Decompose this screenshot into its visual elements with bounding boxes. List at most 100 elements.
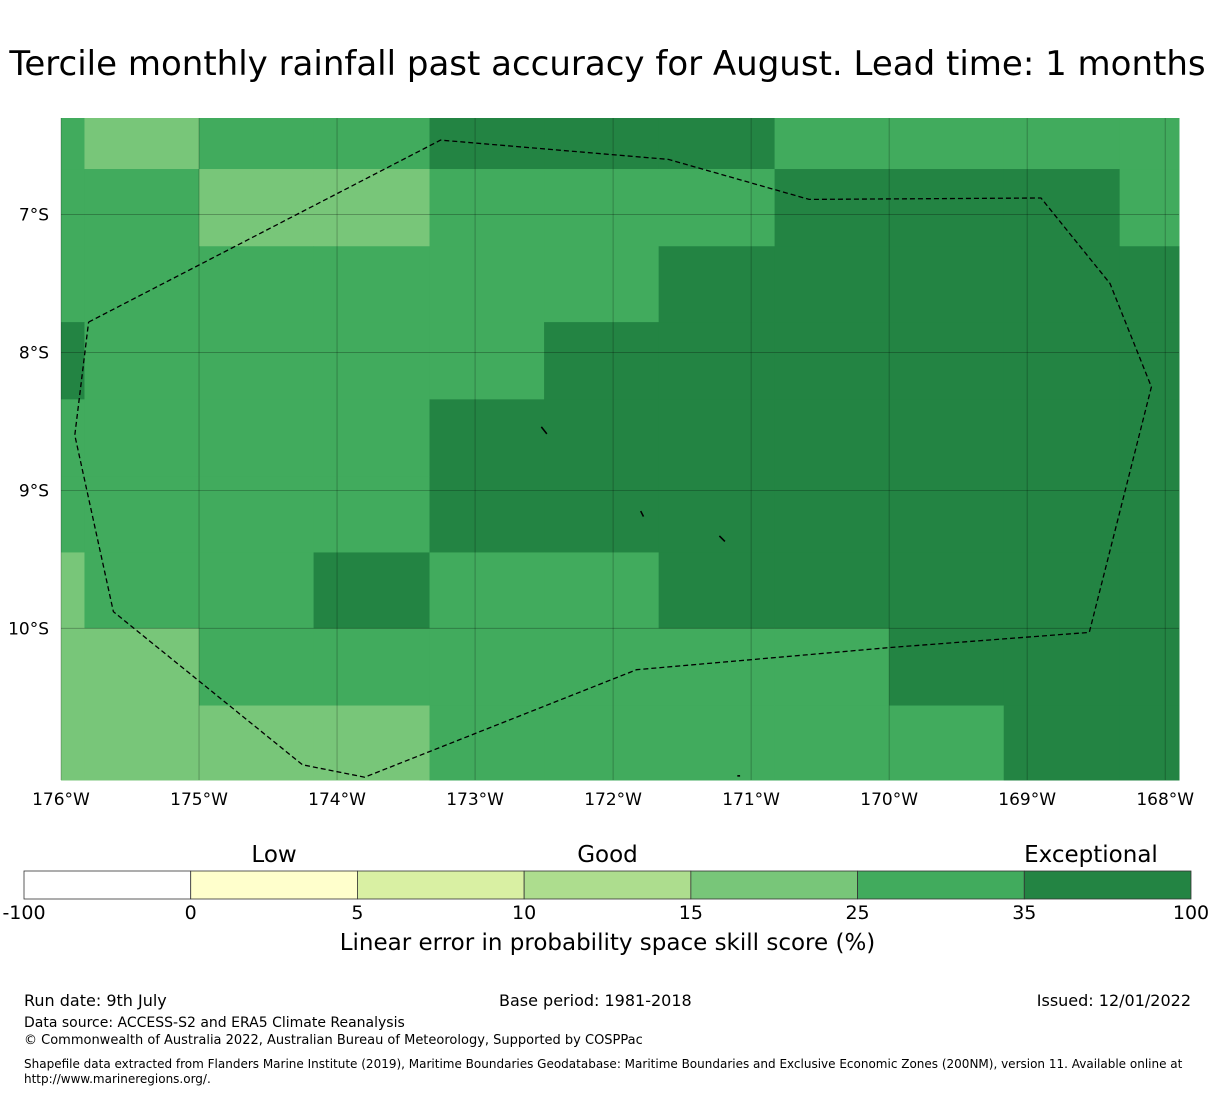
skill-cell (1119, 246, 1180, 323)
x-tick-label: 169°W (998, 790, 1056, 810)
skill-cell (84, 628, 200, 707)
skill-cell (84, 322, 200, 400)
skill-cell (889, 552, 1005, 629)
y-tick-label: 9°S (19, 481, 49, 501)
skill-cell (889, 322, 1005, 400)
skill-cell (313, 476, 431, 553)
skill-cell (889, 628, 1005, 707)
skill-cell (544, 705, 660, 781)
skill-cell (429, 552, 545, 629)
colorbar-category-label: Low (251, 842, 297, 868)
y-tick-label: 10°S (8, 619, 49, 639)
islands (540, 426, 741, 777)
colorbar-bin (357, 870, 525, 900)
map-gridlines (60, 118, 1179, 780)
skill-cell (889, 705, 1005, 781)
skill-cell (199, 476, 315, 553)
skill-cell (429, 322, 545, 400)
skill-cell (313, 399, 431, 478)
skill-cell (774, 322, 890, 400)
skill-cell (313, 705, 431, 781)
x-tick-label: 174°W (308, 790, 366, 810)
y-tick-label: 7°S (19, 206, 49, 226)
skill-cell (429, 476, 545, 553)
colorbar-bin (857, 870, 1025, 900)
skill-cell (1119, 476, 1180, 553)
skill-cell (544, 628, 660, 707)
skill-cell (84, 246, 200, 323)
colorbar-tick-label: -100 (2, 902, 46, 924)
skill-cell (1003, 476, 1121, 553)
skill-cell (61, 118, 85, 170)
skill-cell (774, 169, 890, 247)
skill-cell (1003, 552, 1121, 629)
skill-cell (1119, 169, 1180, 247)
skill-cell (199, 552, 315, 629)
skill-cell (1003, 169, 1121, 247)
skill-cell (1119, 552, 1180, 629)
x-axis-ticks: 176°W 175°W 174°W 173°W 172°W 171°W 170°W 169°W… (32, 790, 1194, 810)
data-source: Data source: ACCESS-S2 and ERA5 Climate … (24, 1015, 405, 1031)
skill-cell (774, 399, 890, 478)
skill-cell (61, 322, 85, 400)
skill-cell (889, 246, 1005, 323)
skill-cell (1003, 628, 1121, 707)
skill-cell (658, 246, 776, 323)
colorbar-label: Linear error in probability space skill … (339, 930, 876, 956)
colorbar-bin (1023, 870, 1192, 900)
skill-cell (61, 628, 85, 707)
skill-cell (544, 246, 660, 323)
skill-cell (313, 118, 431, 170)
island-coastline (639, 510, 645, 517)
skill-cell (544, 552, 660, 629)
skill-cell (658, 118, 776, 170)
skill-cell (544, 399, 660, 478)
skill-cell (544, 118, 660, 170)
skill-cell (1119, 628, 1180, 707)
y-axis-ticks: 7°S 8°S 9°S 10°S (8, 206, 49, 640)
skill-cell (774, 246, 890, 323)
skill-cell (1003, 399, 1121, 478)
x-tick-label: 171°W (722, 790, 780, 810)
skill-cell (313, 322, 431, 400)
skill-cell (544, 322, 660, 400)
colorbar-tick-label: 0 (184, 902, 197, 924)
shapefile-note: Shapefile data extracted from Flanders M… (24, 1057, 1183, 1086)
skill-cell (429, 705, 545, 781)
skill-cell (313, 169, 431, 247)
skill-cell (658, 552, 776, 629)
skill-cell (84, 118, 200, 170)
skill-cell (429, 628, 545, 707)
skill-cell (61, 246, 85, 323)
skill-cell (658, 322, 776, 400)
run-date: Run date: 9th July (24, 991, 167, 1010)
eez-boundary (74, 139, 1153, 778)
colorbar-tick-label: 100 (1172, 902, 1210, 924)
skill-cell (889, 476, 1005, 553)
issued-date: Issued: 12/01/2022 (1036, 991, 1191, 1010)
skill-cell (544, 169, 660, 247)
colorbar-tick-label: 25 (845, 902, 870, 924)
island-coastline (540, 426, 548, 435)
skill-cell (658, 628, 776, 707)
skill-cell (199, 246, 315, 323)
base-period: Base period: 1981-2018 (499, 991, 692, 1010)
skill-map: 176°W 175°W 174°W 173°W 172°W 171°W 170°W 169°W… (8, 118, 1194, 810)
copyright: © Commonwealth of Australia 2022, Austra… (24, 1033, 643, 1048)
x-tick-label: 170°W (860, 790, 918, 810)
x-tick-label: 175°W (170, 790, 228, 810)
skill-cell (1119, 399, 1180, 478)
skill-cell (61, 399, 85, 478)
skill-cell (199, 118, 315, 170)
skill-cell (313, 552, 431, 629)
x-tick-label: 173°W (446, 790, 504, 810)
skill-cell (429, 399, 545, 478)
skill-cell (889, 118, 1005, 170)
skill-cell (889, 399, 1005, 478)
colorbar-category-label: Exceptional (1024, 842, 1158, 868)
skill-cell (774, 628, 890, 707)
colorbar-tick-label: 10 (512, 902, 537, 924)
skill-cell (658, 399, 776, 478)
y-tick-label: 8°S (19, 343, 49, 363)
skill-cell (429, 169, 545, 247)
